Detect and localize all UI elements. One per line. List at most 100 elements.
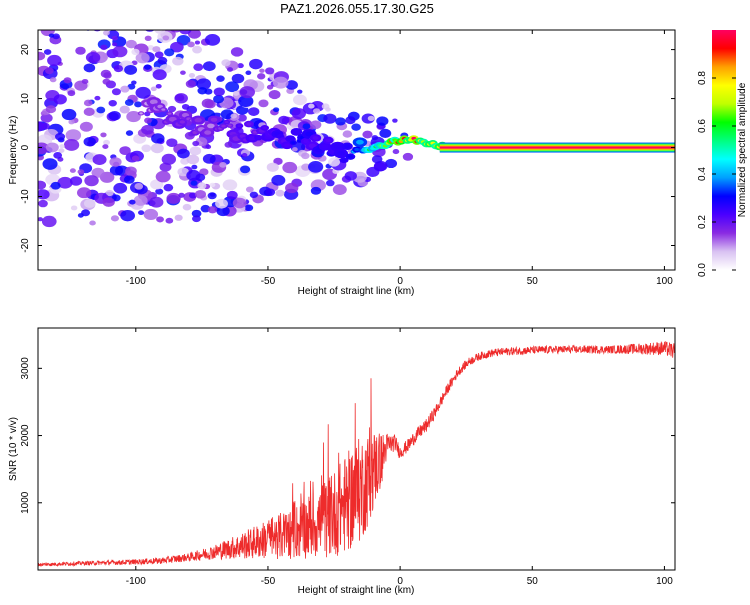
spectrogram-noise-blob xyxy=(131,155,140,162)
spectrogram-noise-blob xyxy=(345,116,356,125)
spectrogram-noise-blob xyxy=(220,109,234,120)
spectrogram-noise-blob xyxy=(221,59,231,67)
spectrogram-noise-blob xyxy=(96,106,106,114)
spectrogram-noise-blob xyxy=(69,176,83,186)
colorbar-label: Normalized spectral amplitude xyxy=(737,82,748,217)
spectrogram-noise-blob xyxy=(38,142,50,155)
spectrogram-noise-blob xyxy=(301,152,310,160)
spectrogram-noise-blob xyxy=(81,209,91,217)
spectrogram-noise-blob xyxy=(108,111,121,121)
spectrogram-x-label: Height of straight line (km) xyxy=(298,286,415,297)
spectrogram-ridge-blob-core xyxy=(161,108,166,111)
spectrogram-ridge-blob-core xyxy=(139,112,143,115)
spectrogram-noise-blob xyxy=(94,95,101,101)
spectrogram-noise-blob xyxy=(266,162,279,172)
spectrogram-noise-blob xyxy=(135,86,151,99)
spectrogram-noise-blob xyxy=(111,42,118,47)
spectrogram-noise-blob xyxy=(164,48,175,57)
spectrogram-noise-blob xyxy=(127,15,135,21)
spectrogram-noise-blob xyxy=(92,154,107,165)
spectrogram-noise-blob xyxy=(376,116,389,126)
spectrogram-noise-blob xyxy=(102,144,109,149)
spectrogram-noise-blob xyxy=(379,128,392,138)
spectrogram-noise-blob xyxy=(186,169,201,181)
spectrogram-noise-blob xyxy=(149,21,158,28)
spectrogram-noise-blob xyxy=(38,217,43,222)
spectrogram-noise-blob xyxy=(109,12,115,16)
spectrogram-noise-blob xyxy=(87,22,96,29)
spectrogram-noise-blob xyxy=(258,99,269,108)
spectrogram-noise-blob xyxy=(110,215,120,222)
spectrogram-y-label: Frequency (Hz) xyxy=(8,116,19,185)
spectrogram-noise-blob xyxy=(182,203,192,211)
spectrogram-noise-blob xyxy=(362,130,373,139)
spectrogram-noise-blob xyxy=(133,195,148,206)
spectrogram-noise-blob xyxy=(85,51,101,64)
spectrogram-noise-blob xyxy=(145,8,160,19)
spectrogram-ridge-blob-core xyxy=(194,117,202,123)
colorbar: 0.0 0.2 0.4 0.6 0.8 Normalized spectral ampl… xyxy=(697,30,748,277)
spectrogram-y-tick-label: 20 xyxy=(20,44,31,56)
spectrogram-noise-blob xyxy=(272,76,289,89)
spectrogram-noise-blob xyxy=(129,199,136,205)
spectrogram-ridge-blob-core xyxy=(228,124,232,127)
spectrogram-noise-blob xyxy=(48,33,55,38)
spectrogram-ridge-blob-core xyxy=(248,135,256,141)
spectrogram-noise-blob xyxy=(131,48,140,56)
spectrogram-noise-blob xyxy=(163,183,174,192)
spectrogram-noise-blob xyxy=(197,182,207,190)
spectrogram-noise-blob xyxy=(144,35,152,41)
spectrogram-noise-blob xyxy=(66,10,74,16)
spectrogram-noise-blob xyxy=(38,180,47,190)
spectrogram-noise-blob xyxy=(123,175,135,184)
spectrogram-noise-blob xyxy=(134,101,143,108)
spectrogram-noise-blob xyxy=(120,209,136,222)
spectrogram-noise-blob xyxy=(108,99,117,107)
spectrogram-heatmap xyxy=(37,0,675,228)
spectrogram-noise-blob xyxy=(205,144,212,150)
spectrogram-noise-blob xyxy=(63,139,80,151)
spectrogram-ridge-blob-core xyxy=(207,123,215,129)
spectrogram-noise-blob xyxy=(166,192,181,204)
spectrogram-noise-blob xyxy=(192,140,200,147)
spectrogram-noise-blob xyxy=(37,23,45,29)
spectrogram-noise-blob xyxy=(111,88,121,96)
spectrogram-noise-blob xyxy=(43,49,52,55)
spectrogram-noise-blob xyxy=(131,6,147,18)
spectrogram-y-tick-label: -20 xyxy=(20,238,31,253)
spectrogram-noise-blob xyxy=(204,34,221,46)
spectrogram-noise-blob xyxy=(213,94,225,104)
spectrogram-noise-blob xyxy=(103,72,112,79)
spectrogram-noise-blob xyxy=(100,132,107,138)
spectrogram-noise-blob xyxy=(57,137,65,143)
spectrogram-noise-blob xyxy=(157,56,168,65)
spectrogram-noise-blob xyxy=(176,148,190,159)
spectrogram-noise-blob xyxy=(48,10,62,21)
spectrogram-noise-blob xyxy=(392,118,398,123)
spectrogram-noise-blob xyxy=(291,108,306,120)
spectrogram-noise-blob xyxy=(47,54,62,67)
spectrogram-noise-blob xyxy=(225,81,240,93)
spectrogram-noise-blob xyxy=(202,153,216,164)
spectrogram-noise-blob xyxy=(83,63,96,73)
spectrogram-noise-blob xyxy=(292,94,307,106)
spectrogram-ridge-blob-core xyxy=(337,151,345,156)
spectrogram-noise-blob xyxy=(46,8,52,12)
spectrogram-noise-blob xyxy=(266,84,274,90)
snr-x-tick-label: 50 xyxy=(527,576,539,587)
spectrogram-noise-blob xyxy=(275,189,285,197)
spectrogram-ridge-blob-core xyxy=(293,129,300,134)
spectrogram-noise-blob xyxy=(143,64,152,70)
spectrogram-noise-blob xyxy=(62,0,71,5)
spectrogram-noise-blob xyxy=(131,0,143,6)
spectrogram-noise-blob xyxy=(119,12,126,17)
spectrogram-ridge-blob-core xyxy=(303,139,309,144)
snr-y-tick-label: 1000 xyxy=(20,491,31,514)
spectrogram-noise-blob xyxy=(100,44,108,51)
spectrogram-noise-blob xyxy=(81,0,86,1)
spectrogram-noise-blob xyxy=(63,77,72,84)
spectrogram-y-tick-label: -10 xyxy=(20,189,31,204)
colorbar-tick-label: 0.4 xyxy=(697,167,708,181)
spectrogram-noise-blob xyxy=(186,154,200,165)
spectrogram-noise-blob xyxy=(192,45,203,54)
